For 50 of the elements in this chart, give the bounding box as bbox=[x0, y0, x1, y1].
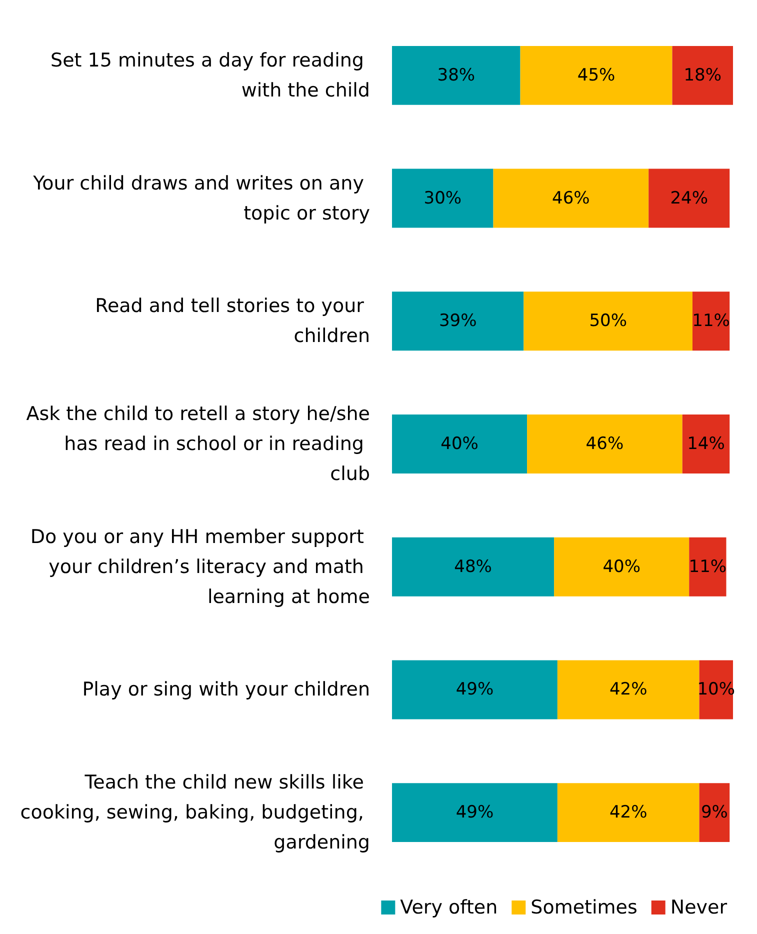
legend-label: Very often bbox=[400, 896, 498, 918]
bar bbox=[524, 292, 692, 351]
data-label: 39% bbox=[438, 311, 477, 332]
data-label: 42% bbox=[609, 680, 648, 700]
data-label: 24% bbox=[670, 188, 708, 208]
y-tick-label: Do you or any HH member support your children’s literacy and math learning at home bbox=[30, 526, 370, 608]
data-label: 9% bbox=[700, 802, 728, 823]
bar bbox=[672, 46, 733, 105]
data-label: 38% bbox=[437, 65, 476, 86]
bar bbox=[493, 168, 649, 228]
data-label: 46% bbox=[552, 188, 590, 208]
bar bbox=[692, 292, 730, 351]
legend-label: Sometimes bbox=[530, 896, 638, 918]
data-label: 46% bbox=[586, 434, 624, 454]
bar bbox=[520, 46, 672, 105]
bar bbox=[392, 414, 528, 474]
bar bbox=[557, 783, 700, 842]
data-label: 18% bbox=[684, 65, 722, 86]
data-label: 48% bbox=[454, 556, 492, 577]
data-label: 40% bbox=[440, 434, 478, 454]
data-label: 14% bbox=[687, 434, 725, 454]
y-tick-label: Read and tell stories to your children bbox=[95, 295, 370, 348]
bar bbox=[648, 168, 730, 228]
bar bbox=[682, 414, 730, 474]
data-label: 45% bbox=[577, 65, 616, 86]
bar bbox=[392, 168, 494, 228]
bar bbox=[689, 537, 726, 596]
data-label: 49% bbox=[456, 680, 494, 700]
data-label: 40% bbox=[602, 556, 640, 577]
legend-label: Never bbox=[670, 896, 728, 918]
y-tick-label: Set 15 minutes a day for reading with the child bbox=[50, 49, 370, 102]
data-label: 42% bbox=[609, 802, 648, 823]
bar bbox=[392, 46, 520, 105]
y-tick-label: Play or sing with your children bbox=[82, 678, 370, 701]
bar bbox=[392, 292, 524, 351]
bar bbox=[557, 660, 700, 720]
bar bbox=[392, 660, 558, 720]
bar bbox=[554, 537, 690, 596]
data-label: 49% bbox=[456, 802, 494, 823]
y-tick-label: Teach the child new skills like cooking, sewing, baking, budgeting, gardening bbox=[20, 772, 370, 854]
y-tick-label: Your child draws and writes on any topic or story bbox=[32, 172, 370, 224]
bar bbox=[392, 537, 554, 596]
bar bbox=[392, 783, 558, 842]
bar bbox=[699, 783, 730, 842]
data-label: 11% bbox=[688, 556, 727, 577]
y-tick-label: Ask the child to retell a story he/she has read in school or in reading club bbox=[26, 403, 370, 485]
data-label: 30% bbox=[424, 188, 462, 208]
data-label: 50% bbox=[589, 311, 627, 332]
bar bbox=[527, 414, 682, 474]
data-label: 11% bbox=[692, 311, 730, 332]
